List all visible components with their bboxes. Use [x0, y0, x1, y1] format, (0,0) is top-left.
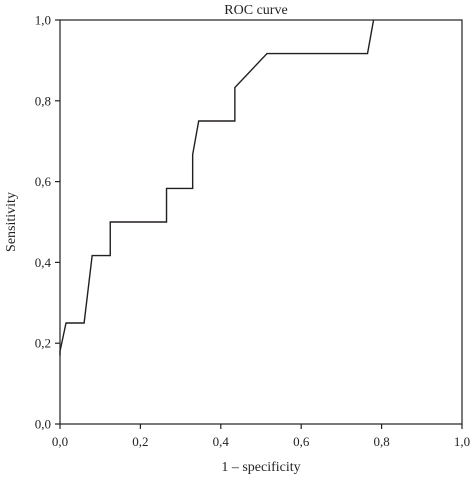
series-layer — [59, 19, 375, 356]
plot-frame — [59, 19, 463, 425]
y-tick-label: 0,4 — [35, 255, 52, 270]
x-axis-title: 1 – specificity — [221, 460, 300, 475]
chart-title: ROC curve — [224, 3, 287, 18]
y-tick-label: 1,0 — [35, 13, 51, 28]
y-tick-label: 0,8 — [35, 93, 51, 108]
y-tick-label: 0,6 — [35, 174, 52, 189]
x-tick-label: 0,4 — [213, 434, 230, 449]
y-tick-label: 0,0 — [35, 417, 51, 432]
x-tick-label: 0,2 — [132, 434, 148, 449]
x-axis-ticks: 0,0 0,2 0,4 0,6 0,8 1,0 — [52, 424, 470, 449]
y-tick-label: 0,2 — [35, 336, 51, 351]
x-tick-label: 1,0 — [454, 434, 470, 449]
x-tick-label: 0,6 — [293, 434, 310, 449]
y-axis-title: Sensitivity — [4, 192, 19, 252]
roc-curve-line — [59, 19, 375, 356]
x-tick-label: 0,0 — [52, 434, 68, 449]
y-axis-ticks: 0,0 0,2 0,4 0,6 0,8 1,0 — [35, 13, 60, 432]
x-tick-label: 0,8 — [373, 434, 389, 449]
